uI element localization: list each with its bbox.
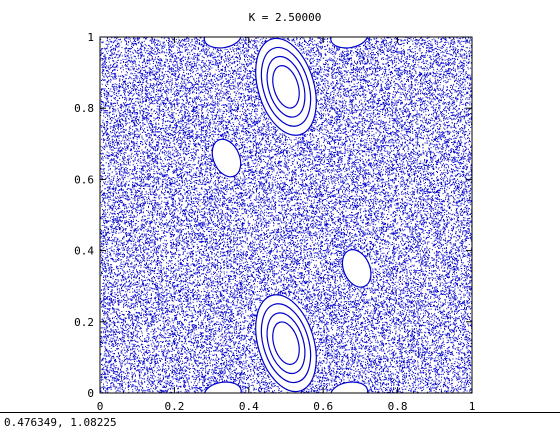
island-orbit	[272, 65, 300, 109]
x-tick-label: 0.8	[388, 400, 408, 412]
axes: 0 0.2 0.4 0.6 0.8 1 0 0.2 0.4 0.6 0.8 1	[74, 31, 475, 412]
y-tick-label: 0	[87, 387, 94, 400]
island-orbit	[260, 46, 312, 127]
x-tick-label: 0.2	[164, 400, 184, 412]
y-tick-label: 0.8	[74, 102, 94, 115]
island-orbit	[272, 321, 300, 365]
island-orbit	[211, 138, 242, 178]
coordinate-readout: 0.476349, 1.08225	[4, 416, 117, 429]
x-tick-label: 0.4	[239, 400, 259, 412]
x-tick-label: 0.6	[313, 400, 333, 412]
island-orbit	[266, 55, 306, 118]
y-tick-label: 0.6	[74, 173, 94, 186]
y-tick-label: 0.4	[74, 245, 94, 258]
island-orbit	[203, 381, 242, 393]
island-orbit	[341, 249, 372, 288]
chaotic-sea-points	[100, 37, 472, 393]
x-tick-label: 1	[469, 400, 476, 412]
island-orbit	[330, 381, 369, 393]
chart-title: K = 2.50000	[249, 11, 322, 24]
y-tick-label: 1	[87, 31, 94, 44]
status-bar: 0.476349, 1.08225	[0, 412, 560, 433]
phase-space-plot: K = 2.50000 0 0.2 0.4 0.6 0.8 1 0 0.2 0.4 0.6 0.8 1	[74, 11, 475, 412]
island-orbit	[260, 303, 312, 384]
scatter-points	[100, 37, 472, 393]
island-orbits	[203, 37, 372, 393]
plot-frame	[99, 36, 473, 394]
x-tick-label: 0	[97, 400, 104, 412]
y-tick-label: 0.2	[74, 316, 94, 329]
island-orbit	[266, 312, 306, 375]
